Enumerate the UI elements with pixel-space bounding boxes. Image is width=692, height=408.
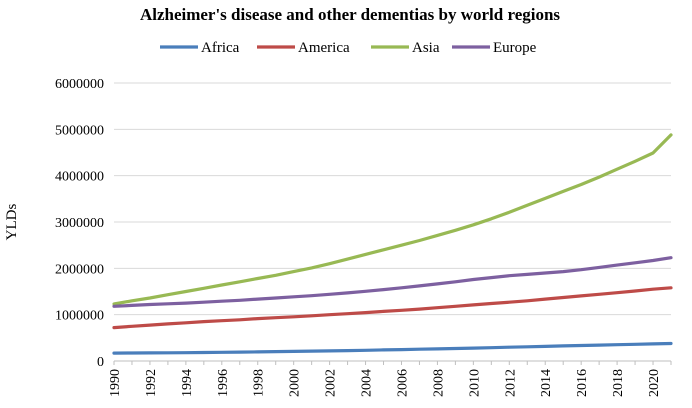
x-tick-label: 2008 — [431, 369, 446, 397]
y-tick-label: 5000000 — [55, 123, 104, 138]
x-tick-label: 1996 — [216, 369, 231, 397]
x-tick-label: 2004 — [360, 369, 375, 397]
x-tick-label: 2000 — [288, 369, 303, 397]
x-tick-label: 2002 — [324, 369, 339, 397]
legend-item-america: America — [257, 40, 350, 56]
gridlines — [114, 82, 671, 316]
x-axis-ticks: 1990 1992 1994 1996 1998 2000 2002 2004 2006 2008… — [108, 361, 672, 397]
chart-title: Alzheimer's disease and other dementias … — [140, 5, 560, 24]
y-axis-label: YLDs — [4, 204, 20, 241]
x-tick-label: 1992 — [144, 369, 159, 397]
y-tick-label: 2000000 — [55, 262, 104, 277]
x-tick-label: 2006 — [395, 369, 410, 397]
legend: Africa America Asia Europe — [160, 40, 537, 56]
series-line-america — [112, 286, 673, 330]
legend-item-asia: Asia — [371, 40, 440, 56]
y-tick-label: 4000000 — [55, 170, 104, 185]
x-tick-label: 2018 — [611, 369, 626, 397]
x-tick-label: 2012 — [503, 369, 518, 397]
legend-label: Asia — [412, 40, 440, 56]
series-line-europe — [112, 256, 673, 308]
x-tick-label: 2016 — [575, 369, 590, 397]
x-tick-label: 2010 — [467, 369, 482, 397]
x-tick-label: 1998 — [252, 369, 267, 397]
series-lines — [112, 133, 673, 355]
series-line-africa — [112, 341, 673, 355]
y-axis-ticks: 0 1000000 2000000 3000000 4000000 5000000 6000… — [55, 77, 104, 370]
legend-label: America — [298, 40, 350, 56]
legend-item-europe: Europe — [452, 40, 537, 56]
y-tick-label: 3000000 — [55, 216, 104, 231]
x-tick-label: 2014 — [539, 369, 554, 397]
legend-item-africa: Africa — [160, 40, 240, 56]
y-tick-label: 1000000 — [55, 309, 104, 324]
x-tick-label: 1990 — [108, 369, 123, 397]
legend-label: Africa — [201, 40, 240, 56]
series-line-asia — [112, 133, 673, 306]
x-tick-label: 2020 — [647, 369, 662, 397]
legend-label: Europe — [493, 40, 537, 56]
y-tick-label: 0 — [97, 355, 104, 370]
y-tick-label: 6000000 — [55, 77, 104, 92]
x-tick-label: 1994 — [180, 369, 195, 397]
